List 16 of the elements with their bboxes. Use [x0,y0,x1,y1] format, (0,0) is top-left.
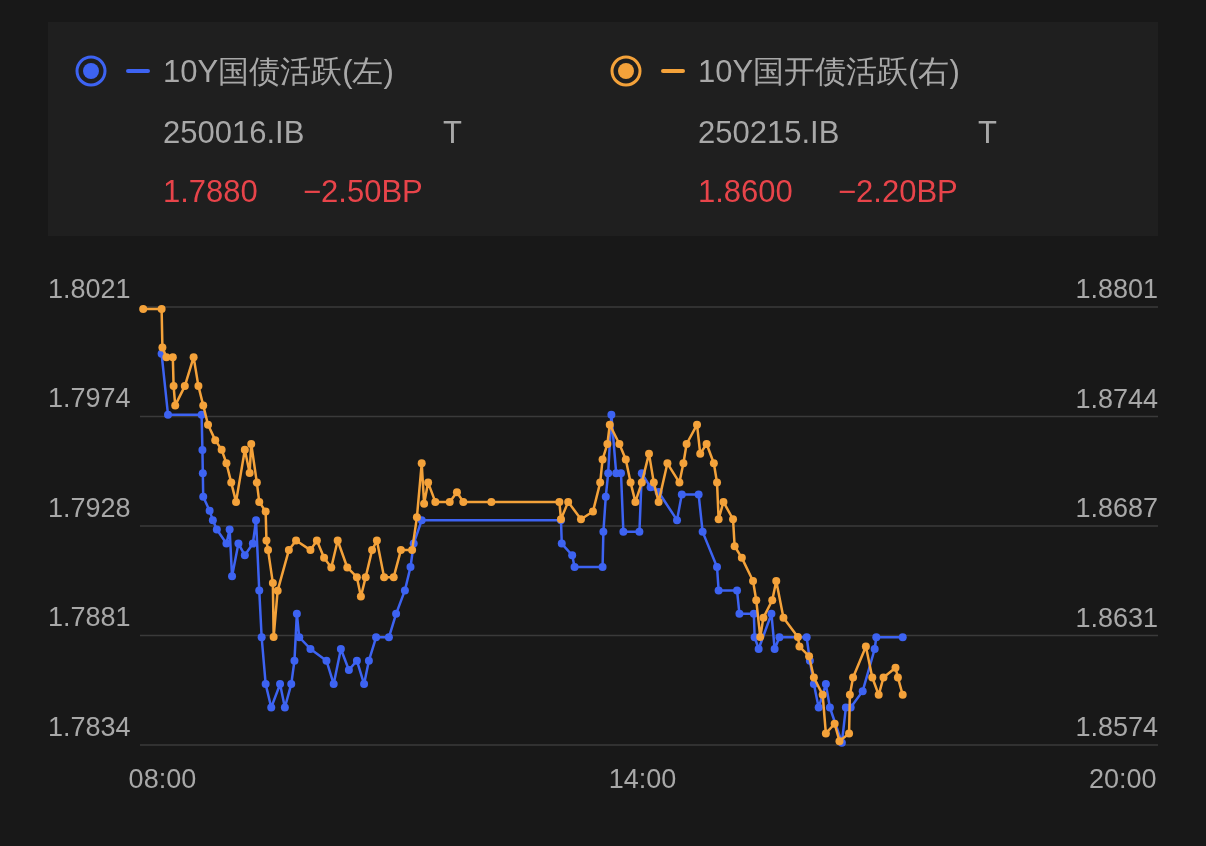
y-tick-label: 1.8021 [48,274,131,304]
x-tick-label: 08:00 [128,764,197,794]
y-tick-label: 1.7928 [48,493,131,523]
y2-tick-label: 1.8687 [1075,493,1158,523]
y2-tick-label: 1.8801 [1075,274,1158,304]
legend-label: 10Y国开债活跃(右) [698,54,960,89]
y2-tick-label: 1.8631 [1075,602,1158,633]
y-tick-label: 1.7974 [48,383,131,414]
y-tick-label: 1.7834 [48,712,131,742]
x-tick-label: 20:00 [1089,764,1157,794]
annotations: 250016.IB T 1.7880 −2.50BP 250215.IB T 1.8600 −2.20BP [163,115,997,209]
y2-tick-label: 1.8744 [1075,383,1158,414]
y2-tick-label: 1.8574 [1075,712,1158,742]
y-tick-label: 1.7881 [48,602,131,633]
x-tick-label: 14:00 [608,764,677,794]
legend-label: 10Y国债活跃(左) [163,54,394,89]
